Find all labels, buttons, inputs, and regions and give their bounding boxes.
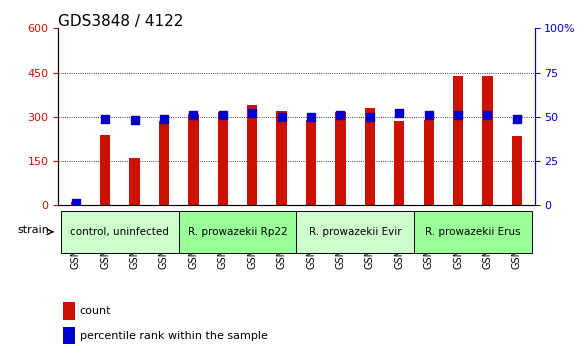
FancyBboxPatch shape bbox=[296, 211, 414, 253]
Text: R. prowazekii Erus: R. prowazekii Erus bbox=[425, 227, 521, 237]
Point bbox=[453, 112, 462, 118]
Bar bbox=[247, 105, 257, 205]
Bar bbox=[394, 121, 404, 205]
Point bbox=[306, 114, 315, 120]
Text: R. prowazekii Evir: R. prowazekii Evir bbox=[309, 227, 401, 237]
Text: control, uninfected: control, uninfected bbox=[70, 227, 169, 237]
Point bbox=[189, 112, 198, 118]
Text: percentile rank within the sample: percentile rank within the sample bbox=[80, 331, 267, 341]
Point bbox=[277, 114, 286, 120]
Point bbox=[512, 116, 522, 121]
Point bbox=[336, 112, 345, 118]
Point bbox=[71, 200, 80, 205]
Bar bbox=[159, 121, 169, 205]
Bar bbox=[512, 136, 522, 205]
Point bbox=[424, 112, 433, 118]
Bar bbox=[277, 111, 287, 205]
Point bbox=[218, 112, 227, 118]
Point bbox=[248, 110, 257, 116]
Text: count: count bbox=[80, 306, 111, 316]
Bar bbox=[63, 302, 75, 320]
Text: strain: strain bbox=[17, 224, 49, 235]
Bar bbox=[71, 202, 81, 205]
Point bbox=[365, 114, 375, 120]
Bar bbox=[100, 135, 110, 205]
Bar bbox=[63, 327, 75, 344]
FancyBboxPatch shape bbox=[179, 211, 296, 253]
Bar bbox=[188, 114, 199, 205]
Bar bbox=[306, 120, 316, 205]
Bar bbox=[453, 75, 463, 205]
Bar bbox=[130, 158, 139, 205]
Bar bbox=[424, 120, 434, 205]
Point bbox=[394, 110, 404, 116]
Point bbox=[101, 116, 110, 121]
Bar bbox=[218, 113, 228, 205]
FancyBboxPatch shape bbox=[61, 211, 179, 253]
Bar bbox=[482, 75, 493, 205]
Bar bbox=[335, 113, 346, 205]
Bar bbox=[365, 108, 375, 205]
Point bbox=[130, 118, 139, 123]
Text: R. prowazekii Rp22: R. prowazekii Rp22 bbox=[188, 227, 288, 237]
FancyBboxPatch shape bbox=[414, 211, 532, 253]
Text: GDS3848 / 4122: GDS3848 / 4122 bbox=[58, 14, 184, 29]
Point bbox=[483, 112, 492, 118]
Point bbox=[159, 116, 168, 121]
